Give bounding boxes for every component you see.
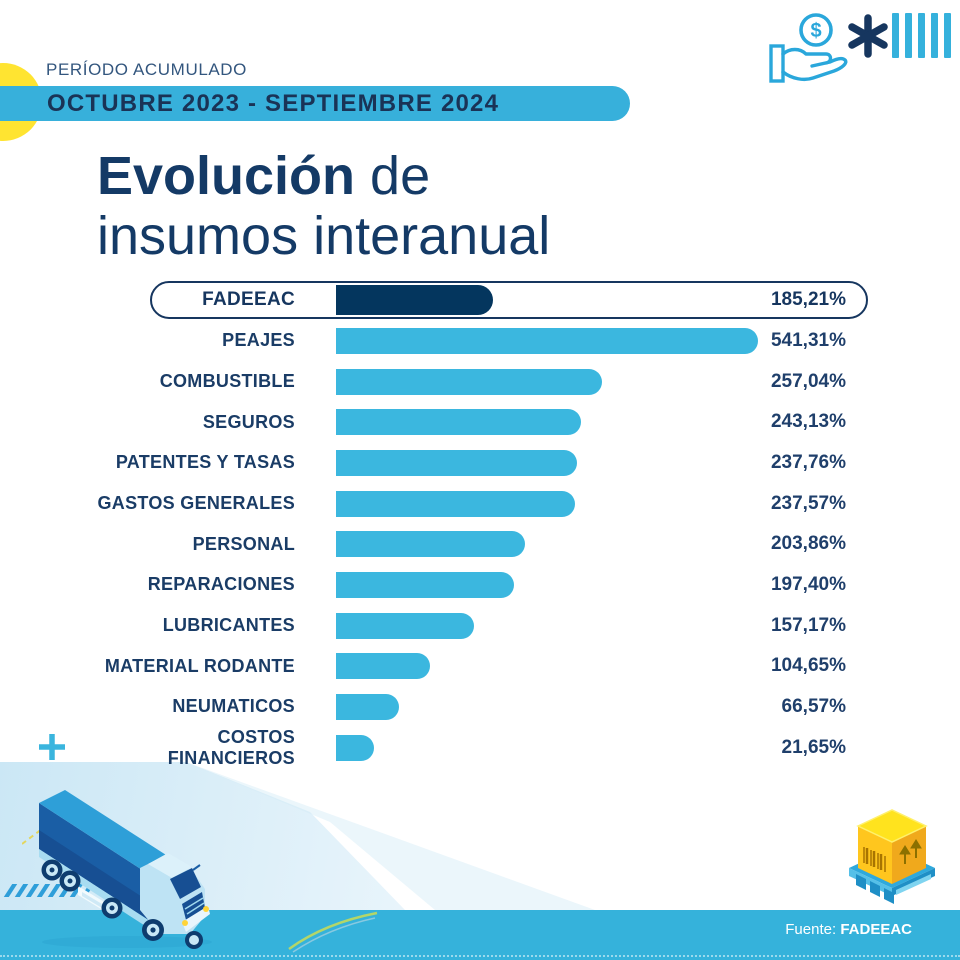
cab-wheels bbox=[142, 919, 203, 949]
value-label: 203,86% bbox=[770, 533, 846, 555]
bar bbox=[336, 368, 602, 395]
bar-track bbox=[336, 612, 768, 639]
page-title: Evolución de insumos interanual bbox=[97, 146, 550, 266]
source-value: FADEEAC bbox=[840, 921, 912, 938]
icon-cluster: $ bbox=[760, 0, 960, 95]
value-label: 197,40% bbox=[770, 573, 846, 595]
source-note: Fuente: FADEEAC bbox=[785, 921, 912, 938]
chart-row: PEAJES 541,31% bbox=[97, 321, 868, 362]
chart-row: SEGUROS 243,13% bbox=[97, 402, 868, 443]
chart-row: PATENTES Y TASAS 237,76% bbox=[97, 443, 868, 484]
category-label: PERSONAL bbox=[192, 533, 295, 554]
bar-track bbox=[336, 449, 768, 476]
category-label: GASTOS GENERALES bbox=[97, 493, 295, 514]
hand-coin-icon: $ bbox=[769, 13, 848, 83]
period-banner: OCTUBRE 2023 - SEPTIEMBRE 2024 bbox=[0, 86, 630, 121]
bar-track bbox=[336, 368, 768, 395]
crate-illustration bbox=[849, 809, 935, 904]
period-kicker: PERÍODO ACUMULADO bbox=[46, 60, 248, 79]
truck-illustration bbox=[22, 790, 212, 949]
chart-row: LUBRICANTES 157,17% bbox=[97, 605, 868, 646]
tally-bars-icon bbox=[892, 13, 951, 58]
value-label: 104,65% bbox=[770, 655, 846, 677]
chart-row: REPARACIONES 197,40% bbox=[97, 565, 868, 606]
value-label: 185,21% bbox=[770, 289, 846, 311]
bar bbox=[336, 612, 474, 639]
bar bbox=[336, 490, 575, 517]
value-label: 257,04% bbox=[770, 370, 846, 392]
bar-track bbox=[336, 571, 768, 598]
category-label: COMBUSTIBLE bbox=[159, 371, 295, 392]
category-label: SEGUROS bbox=[202, 411, 295, 432]
value-label: 66,57% bbox=[781, 695, 846, 717]
swoosh-line bbox=[288, 911, 378, 953]
period-banner-label: OCTUBRE 2023 - SEPTIEMBRE 2024 bbox=[47, 89, 500, 117]
bar bbox=[336, 653, 430, 680]
category-label: NEUMATICOS bbox=[172, 696, 295, 717]
chart-row: FADEEAC 185,21% bbox=[97, 280, 868, 321]
chart-row: COMBUSTIBLE 257,04% bbox=[97, 361, 868, 402]
value-label: 243,13% bbox=[770, 411, 846, 433]
plus-icon bbox=[39, 734, 65, 760]
bar-track bbox=[336, 531, 768, 558]
bar bbox=[336, 327, 758, 354]
title-rest: de bbox=[355, 146, 431, 206]
value-label: 21,65% bbox=[781, 736, 846, 758]
trailer-wheels bbox=[41, 859, 123, 919]
category-label: LUBRICANTES bbox=[162, 615, 295, 636]
category-label: PATENTES Y TASAS bbox=[115, 452, 295, 473]
category-label: MATERIAL RODANTE bbox=[104, 655, 295, 676]
bar bbox=[336, 449, 577, 476]
chart-row: MATERIAL RODANTE 104,65% bbox=[97, 646, 868, 687]
chart-row: NEUMATICOS 66,57% bbox=[97, 687, 868, 728]
svg-text:$: $ bbox=[810, 20, 821, 42]
bar bbox=[336, 531, 525, 558]
up-arrows bbox=[899, 839, 922, 864]
bar-chart: FADEEAC 185,21% PEAJES 541,31% COMBUSTIBLE 25… bbox=[97, 280, 868, 768]
chart-row: GASTOS GENERALES 237,57% bbox=[97, 483, 868, 524]
bar-track bbox=[336, 285, 768, 316]
category-label: PEAJES bbox=[222, 330, 295, 351]
title-bold: Evolución bbox=[97, 146, 356, 206]
bar bbox=[336, 285, 493, 316]
value-label: 157,17% bbox=[770, 614, 846, 636]
bar-track bbox=[336, 409, 768, 436]
bar bbox=[336, 734, 374, 761]
chart-row: COSTOS FINANCIEROS 21,65% bbox=[97, 727, 868, 768]
bar-track bbox=[336, 734, 768, 761]
bar-track bbox=[336, 490, 768, 517]
chart-row: PERSONAL 203,86% bbox=[97, 524, 868, 565]
value-label: 541,31% bbox=[770, 329, 846, 351]
category-label: REPARACIONES bbox=[147, 574, 295, 595]
bar bbox=[336, 571, 514, 598]
category-label: COSTOS FINANCIEROS bbox=[167, 726, 295, 768]
bar-track bbox=[336, 693, 768, 720]
source-label: Fuente: bbox=[785, 921, 837, 938]
bar bbox=[336, 693, 399, 720]
value-label: 237,57% bbox=[770, 492, 846, 514]
category-label: FADEEAC bbox=[202, 289, 295, 311]
barcode bbox=[863, 847, 886, 872]
bar-track bbox=[336, 327, 768, 354]
value-label: 237,76% bbox=[770, 451, 846, 473]
bar-track bbox=[336, 653, 768, 680]
asterisk-icon bbox=[848, 14, 888, 58]
title-line2: insumos interanual bbox=[97, 206, 551, 266]
bar bbox=[336, 409, 581, 436]
dotted-line bbox=[0, 955, 960, 957]
